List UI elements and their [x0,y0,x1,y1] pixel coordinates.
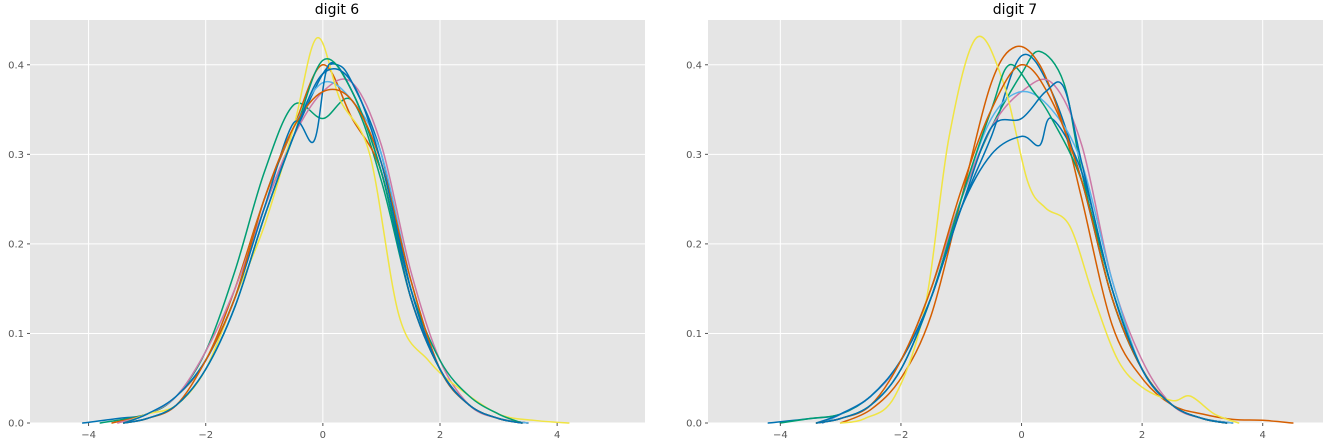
plot-area-background [30,20,645,423]
density-curve-4 [117,78,529,424]
subplot-title: digit 6 [315,2,359,18]
y-tick-label: 0.1 [686,329,702,340]
x-tick-label: 0 [320,430,326,441]
y-tick-label: 0.0 [8,419,24,430]
density-curve-10 [815,81,1228,424]
x-tick-label: −2 [894,430,909,441]
x-tick-label: −4 [81,430,96,441]
density-curve-10 [122,67,523,424]
y-axis-ticks: 0.0 0.1 0.2 0.3 0.4 [686,60,708,430]
x-tick-label: 4 [1260,430,1266,441]
x-tick-label: 0 [1018,430,1024,441]
plot-area-background [708,20,1323,423]
x-axis-ticks: −4 −2 0 2 4 [81,423,560,441]
density-curves [81,37,570,424]
x-tick-label: 2 [437,430,443,441]
y-tick-label: 0.2 [8,239,24,250]
density-curves [767,35,1294,424]
x-tick-label: 2 [1139,430,1145,441]
x-axis-ticks: −4 −2 0 2 4 [773,423,1266,441]
subplot-title: digit 7 [993,2,1037,18]
x-tick-label: −2 [198,430,213,441]
subplot-digit-7: −4 −2 0 2 4 0.0 0.1 0.2 0.3 0.4 digit 7 [686,2,1323,441]
grid [708,20,1323,424]
y-tick-label: 0.4 [8,60,24,71]
y-tick-label: 0.1 [8,329,24,340]
x-tick-label: −4 [773,430,788,441]
subplot-digit-6: −4 −2 0 2 4 0.0 0.1 0.2 0.3 0.4 digit 6 [8,2,645,441]
y-tick-label: 0.0 [686,419,702,430]
y-tick-label: 0.3 [8,150,24,161]
y-tick-label: 0.2 [686,239,702,250]
y-tick-label: 0.4 [686,60,702,71]
y-axis-ticks: 0.0 0.1 0.2 0.3 0.4 [8,60,30,430]
x-tick-label: 4 [554,430,560,441]
y-tick-label: 0.3 [686,150,702,161]
